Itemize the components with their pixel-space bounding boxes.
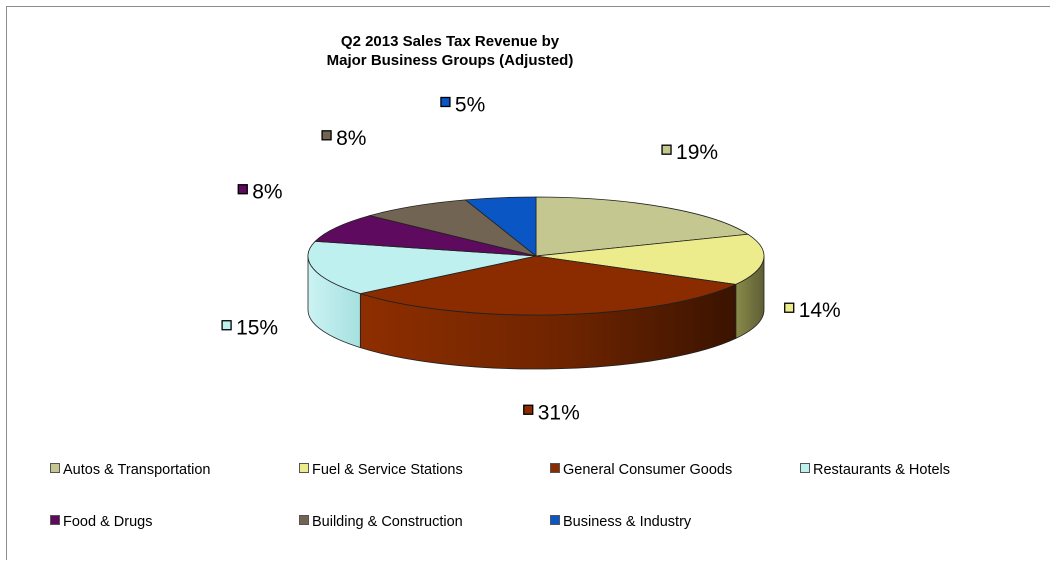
legend-label: Restaurants & Hotels [813, 462, 951, 478]
legend-label: Building & Construction [312, 514, 463, 530]
data-label-marker [321, 130, 332, 141]
legend-item-business-and-industry: Business & Industry [550, 514, 691, 530]
legend-swatch [299, 515, 309, 525]
data-label-text: 15% [236, 317, 278, 340]
legend-item-autos-and-transportation: Autos & Transportation [50, 462, 211, 478]
pie-slice-building-and-construction [368, 199, 537, 257]
legend-label: Autos & Transportation [63, 462, 211, 478]
data-label-text: 14% [799, 299, 841, 322]
legend-swatch [50, 463, 60, 473]
data-label-text: 8% [336, 127, 366, 150]
legend-swatch [550, 515, 560, 525]
legend-item-building-and-construction: Building & Construction [299, 514, 463, 530]
data-label-marker [523, 404, 534, 415]
data-label-text: 8% [252, 181, 282, 204]
pie-slice-business-and-industry [464, 196, 537, 257]
chart-title-line-1: Q2 2013 Sales Tax Revenue by [340, 33, 560, 50]
legend-swatch [299, 463, 309, 473]
pie-slice-food-and-drugs [314, 215, 537, 257]
data-label-building-and-construction: 8% [321, 127, 366, 150]
pie-slice-fuel-and-service-stations [535, 233, 765, 285]
chart-title-line-2: Major Business Groups (Adjusted) [326, 52, 574, 69]
data-label-fuel-and-service-stations: 14% [784, 299, 841, 322]
pie-slice-restaurants-and-hotels [307, 240, 537, 295]
data-label-text: 31% [538, 401, 580, 424]
legend-label: General Consumer Goods [563, 462, 733, 478]
legend-swatch [550, 463, 560, 473]
legend-label: Business & Industry [563, 514, 692, 530]
data-label-marker [784, 302, 795, 313]
data-label-autos-and-transportation: 19% [661, 141, 718, 164]
data-label-general-consumer-goods: 31% [523, 401, 580, 424]
chart-area [6, 6, 1050, 560]
legend-swatch [800, 463, 810, 473]
legend-item-restaurants-and-hotels: Restaurants & Hotels [800, 462, 950, 478]
data-label-food-and-drugs: 8% [237, 181, 283, 204]
data-label-restaurants-and-hotels: 15% [221, 317, 278, 340]
data-label-text: 5% [455, 93, 485, 116]
pie-slice-general-consumer-goods [358, 255, 738, 316]
legend-item-food-and-drugs: Food & Drugs [50, 514, 152, 530]
legend-label: Fuel & Service Stations [312, 462, 463, 478]
chart-title: Q2 2013 Sales Tax Revenue by Major Busin… [210, 32, 690, 70]
data-label-marker [221, 320, 232, 331]
legend-swatch [50, 515, 60, 525]
data-label-business-and-industry: 5% [440, 93, 485, 116]
data-label-marker [440, 96, 451, 108]
legend-item-fuel-and-service-stations: Fuel & Service Stations [299, 462, 463, 478]
pie-slice-autos-and-transportation [535, 196, 750, 257]
data-label-text: 19% [676, 141, 718, 164]
data-label-marker [661, 144, 672, 155]
data-label-marker [237, 184, 248, 195]
legend-item-general-consumer-goods: General Consumer Goods [550, 462, 732, 478]
legend-label: Food & Drugs [63, 514, 153, 530]
